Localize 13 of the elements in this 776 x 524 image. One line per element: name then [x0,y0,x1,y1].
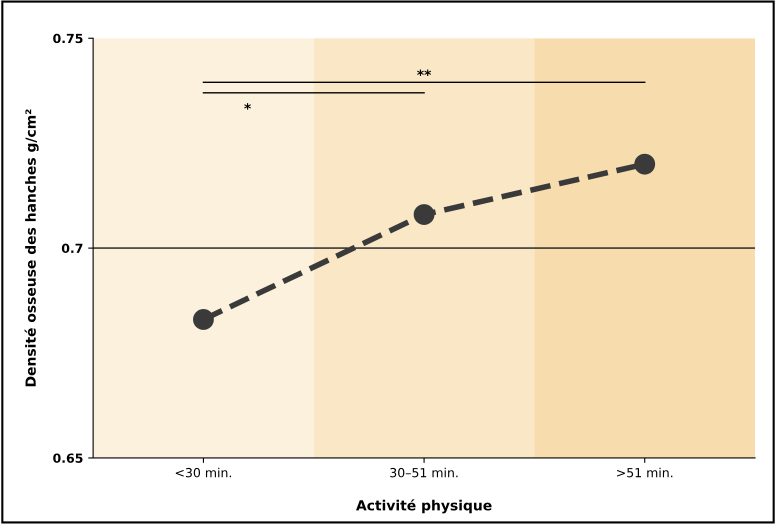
x-tick-label: 30–51 min. [390,468,458,478]
y-tick-label: 0.65 [53,453,83,463]
point [193,309,214,330]
x-tick-label: <30 min. [176,468,232,478]
annotation: * [244,103,251,110]
y-tick-label: 0.75 [53,34,83,44]
point [634,154,656,175]
x-tick-label: >51 min. [617,468,672,478]
y-axis-title: Densité osseuse des hanches g/cm² [24,110,39,386]
y-tick-label: 0.7 [62,244,82,254]
point [414,204,434,225]
x-axis-title: Activité physique [356,499,492,514]
annotation: ** [417,70,432,76]
